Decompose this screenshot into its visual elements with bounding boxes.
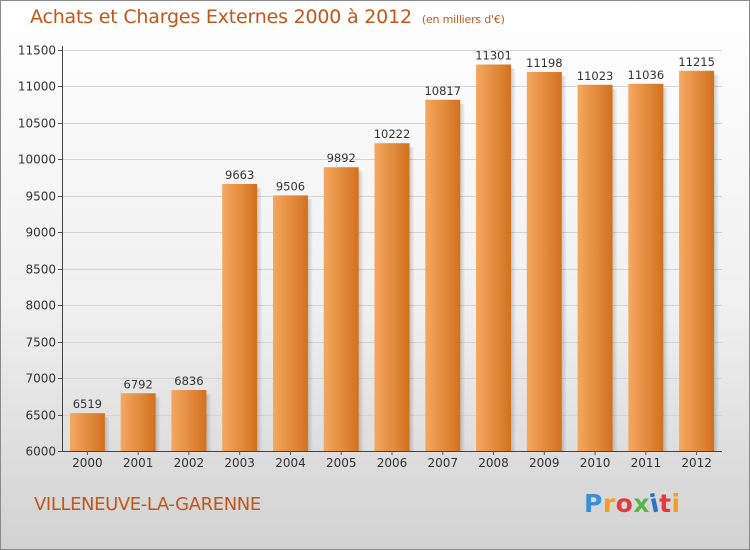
x-tick-label: 2001 (123, 456, 154, 470)
bar-shadow (155, 397, 161, 451)
bar-value-label: 6792 (124, 377, 153, 391)
y-tick-label: 7500 (25, 336, 56, 350)
axes: 6000 6500 7000 7500 8000 8500 9000 9500 10000 105… (18, 44, 722, 470)
logo-letter: r (602, 489, 616, 518)
bars (69, 64, 720, 452)
x-tick-label: 2005 (326, 456, 357, 470)
bar (679, 70, 715, 452)
y-tick-label: 6500 (25, 409, 56, 423)
bar (526, 72, 562, 451)
chart-title: Achats et Charges Externes 2000 à 2012 (e… (30, 6, 505, 28)
x-tick-label: 2006 (377, 456, 408, 470)
bar-value-label: 9663 (225, 168, 254, 182)
bar-value-label: 11301 (475, 49, 512, 63)
bar-shadow (104, 417, 110, 451)
bar-value-label: 11023 (577, 69, 614, 83)
y-tick-label: 11000 (18, 80, 56, 94)
bar-shadow (511, 68, 517, 451)
bar-shadow (714, 74, 720, 452)
bar (120, 393, 156, 451)
bar (171, 390, 207, 451)
y-tick-label: 10500 (18, 117, 56, 131)
y-tick-label: 7000 (25, 372, 56, 386)
y-tick-label: 9000 (25, 226, 56, 240)
y-tick-label: 8000 (25, 299, 56, 313)
y-tick-label: 8500 (25, 263, 56, 277)
y-tick-label: 11500 (18, 44, 56, 58)
y-tick-label: 9500 (25, 190, 56, 204)
x-tick-label: 2012 (681, 456, 712, 470)
bar-value-label: 6836 (174, 374, 203, 388)
bar (222, 183, 258, 451)
bar-shadow (257, 187, 263, 451)
y-tick-label: 10000 (18, 153, 56, 167)
x-tick-label: 2011 (631, 456, 662, 470)
x-tick-label: 2003 (224, 456, 255, 470)
x-tick-label: 2010 (580, 456, 611, 470)
bar (628, 83, 664, 451)
chart-title-text: Achats et Charges Externes 2000 à 2012 (30, 6, 412, 28)
bar-value-label: 10817 (424, 84, 461, 98)
bar-shadow (358, 171, 364, 451)
x-tick-label: 2004 (275, 456, 306, 470)
bar (69, 413, 105, 451)
x-tick-label: 2009 (529, 456, 560, 470)
bar (272, 195, 308, 451)
bar-shadow (663, 87, 669, 451)
bar-shadow (206, 394, 212, 451)
bar (425, 99, 461, 451)
logo-letter: t (659, 489, 672, 518)
y-tick-label: 6000 (25, 445, 56, 459)
bar-value-label: 11036 (628, 68, 665, 82)
bar (577, 84, 613, 451)
bar-shadow (307, 199, 313, 451)
bar (323, 167, 359, 451)
logo-letter: P (584, 489, 603, 518)
commune-name: VILLENEUVE-LA-GARENNE (34, 494, 261, 515)
x-tick-label: 2007 (427, 456, 458, 470)
bar-shadow (409, 147, 415, 452)
bar-shadow (612, 88, 618, 451)
bar-value-label: 10222 (374, 127, 411, 141)
logo-letter: x (633, 489, 650, 518)
bar-value-label: 9892 (327, 151, 356, 165)
bar-shadow (460, 103, 466, 451)
logo-letter: o (615, 489, 634, 518)
x-tick-label: 2000 (72, 456, 103, 470)
x-tick-label: 2002 (174, 456, 205, 470)
bar (374, 143, 410, 452)
unit-note: (en milliers d'€) (421, 13, 505, 26)
bar-value-label: 9506 (276, 179, 305, 193)
bar-value-label: 11215 (678, 55, 715, 69)
proxiti-logo: Proxiti (584, 488, 681, 518)
logo-letter: i (671, 489, 681, 518)
bar-shadow (561, 76, 567, 451)
data-labels: 6519 6792 6836 9663 9506 9892 10222 10817 11301 1… (73, 49, 715, 412)
x-tick-label: 2008 (478, 456, 509, 470)
bar-value-label: 6519 (73, 397, 102, 411)
bar (476, 64, 512, 451)
bar-value-label: 11198 (526, 56, 563, 70)
